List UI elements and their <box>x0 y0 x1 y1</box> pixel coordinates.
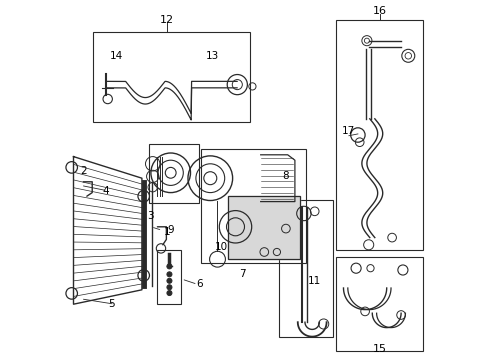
Text: 17: 17 <box>342 126 355 136</box>
Text: 10: 10 <box>214 242 227 252</box>
Text: 5: 5 <box>108 299 114 309</box>
Circle shape <box>166 264 172 269</box>
Circle shape <box>166 291 172 296</box>
Bar <box>336 20 422 250</box>
Bar <box>201 149 305 263</box>
Text: 9: 9 <box>167 225 174 235</box>
Text: 2: 2 <box>80 166 86 176</box>
Text: 4: 4 <box>102 186 109 196</box>
Text: 7: 7 <box>239 269 245 279</box>
Circle shape <box>166 272 172 277</box>
Text: 14: 14 <box>110 51 123 61</box>
Bar <box>228 196 300 259</box>
Text: 3: 3 <box>147 211 154 221</box>
Text: 16: 16 <box>372 6 386 16</box>
Text: 6: 6 <box>196 279 203 289</box>
Bar <box>157 250 181 304</box>
Bar <box>278 200 332 337</box>
Text: 15: 15 <box>372 344 386 354</box>
Text: 8: 8 <box>282 171 288 181</box>
Bar <box>149 144 199 203</box>
Text: 13: 13 <box>205 51 218 61</box>
Circle shape <box>166 285 172 290</box>
Text: 11: 11 <box>307 276 321 286</box>
Bar <box>93 32 249 122</box>
Polygon shape <box>228 196 300 259</box>
Bar <box>336 257 422 351</box>
Text: 12: 12 <box>160 15 174 25</box>
Text: 1: 1 <box>163 227 170 237</box>
Circle shape <box>166 278 172 283</box>
